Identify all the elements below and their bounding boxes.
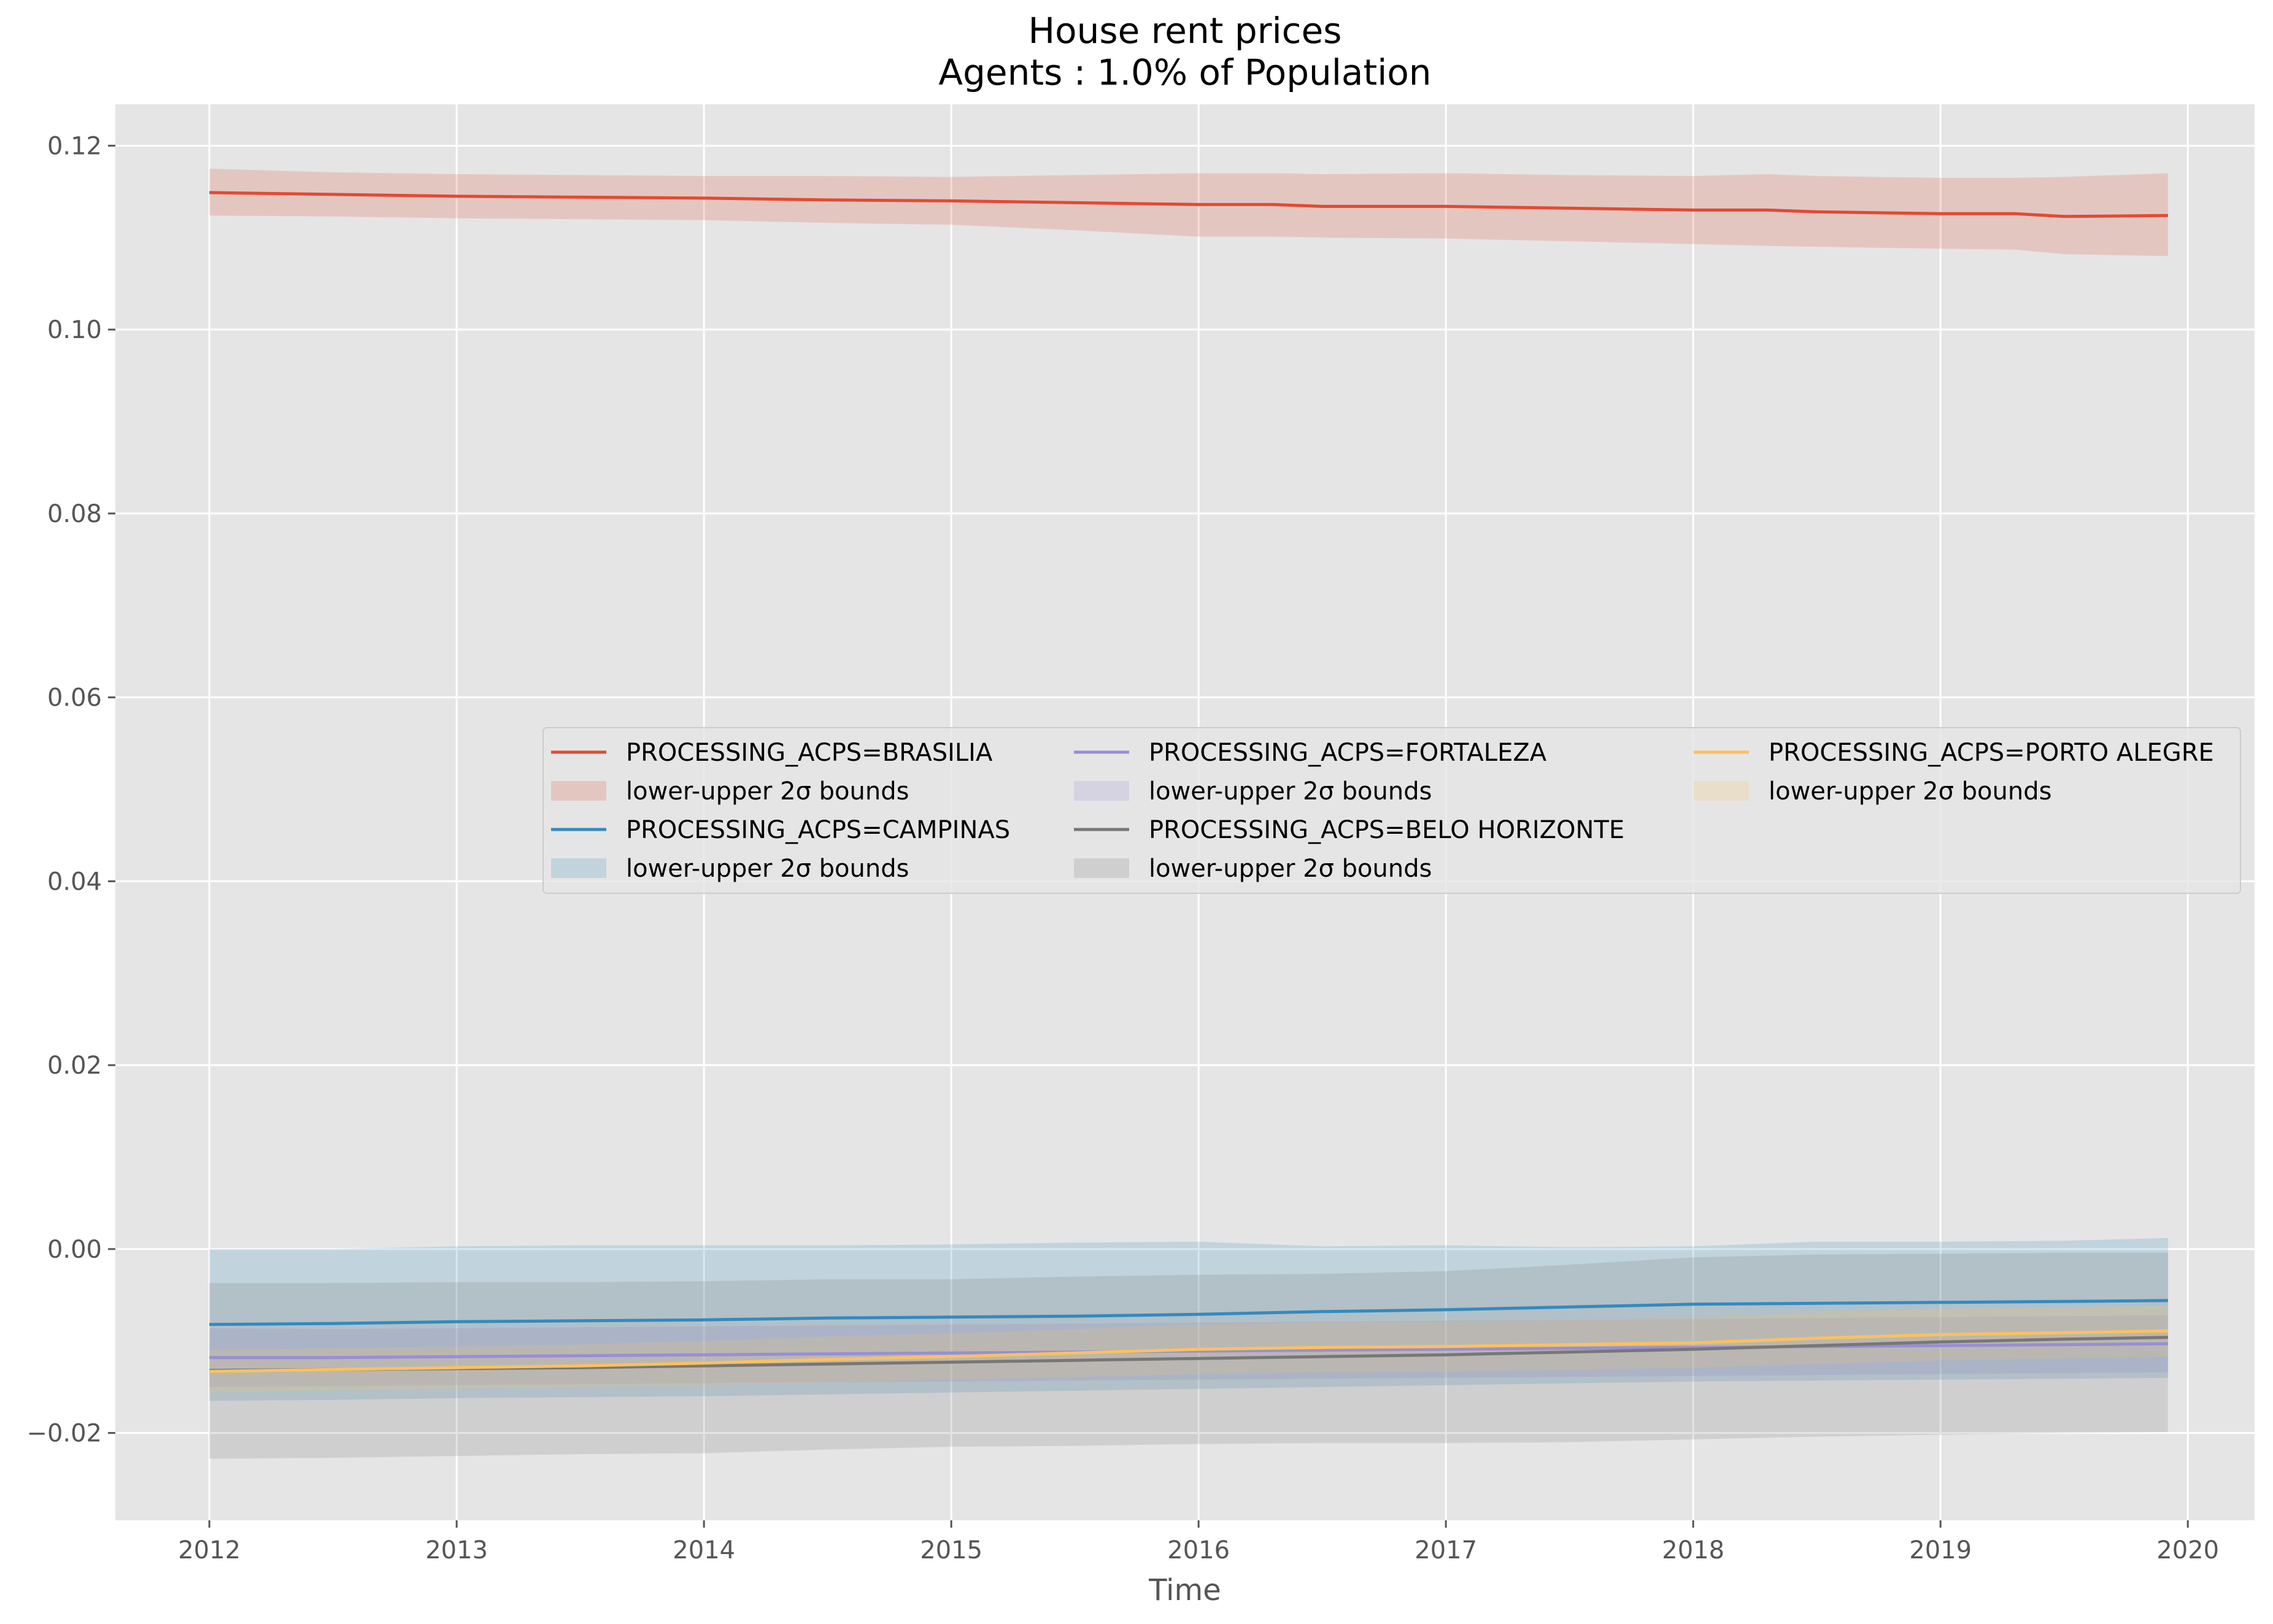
y-tick-label: 0.00: [47, 1236, 102, 1264]
x-tick-label: 2016: [1167, 1536, 1230, 1564]
x-tick-label: 2013: [425, 1536, 488, 1564]
legend-label: PROCESSING_ACPS=BELO HORIZONTE: [1149, 816, 1624, 844]
y-tick-label: 0.06: [47, 684, 102, 712]
x-tick-label: 2017: [1414, 1536, 1477, 1564]
series-line: [209, 1299, 2168, 1326]
legend-label: lower-upper 2σ bounds: [1149, 777, 1432, 806]
x-tick-label: 2019: [1909, 1536, 1972, 1564]
chart-title: House rent prices: [1028, 10, 1342, 52]
legend-label: PROCESSING_ACPS=FORTALEZA: [1149, 739, 1547, 767]
series-lines: [209, 191, 2168, 1373]
y-tick-label: −0.02: [26, 1420, 102, 1448]
legend-label: PROCESSING_ACPS=PORTO ALEGRE: [1769, 739, 2214, 767]
axis-ticks: 2012 2013 2014 2015 2016 2017 2018 2019 2020 −0.0…: [26, 132, 2219, 1564]
chart-subtitle: Agents : 1.0% of Population: [938, 52, 1431, 93]
series-line: [209, 1329, 2168, 1373]
series-line: [209, 191, 2168, 218]
legend: PROCESSING_ACPS=BRASILIA lower-upper 2σ b…: [542, 727, 2241, 894]
y-tick-label: 0.04: [47, 868, 102, 896]
y-tick-label: 0.12: [47, 132, 102, 160]
x-tick-label: 2012: [178, 1536, 241, 1564]
x-tick-label: 2014: [673, 1536, 735, 1564]
series-line: [209, 1342, 2168, 1360]
legend-band-swatch: [1074, 781, 1129, 801]
series-band: [209, 1237, 2168, 1401]
legend-band-swatch: [1074, 858, 1129, 878]
legend-label: lower-upper 2σ bounds: [626, 855, 909, 883]
x-tick-label: 2018: [1662, 1536, 1724, 1564]
legend-label: lower-upper 2σ bounds: [1149, 855, 1432, 883]
legend-band-swatch: [551, 858, 606, 878]
legend-band-swatch: [551, 781, 606, 801]
x-tick-label: 2015: [920, 1536, 982, 1564]
x-axis-label: Time: [1148, 1573, 1221, 1607]
legend-band-swatch: [1694, 781, 1749, 801]
y-tick-label: 0.02: [47, 1052, 102, 1080]
x-tick-label: 2020: [2156, 1536, 2219, 1564]
legend-label: lower-upper 2σ bounds: [626, 777, 909, 806]
legend-label: PROCESSING_ACPS=BRASILIA: [626, 739, 993, 767]
legend-label: lower-upper 2σ bounds: [1769, 777, 2051, 806]
series-band: [209, 168, 2168, 256]
legend-frame: [542, 727, 2241, 894]
y-tick-label: 0.10: [47, 316, 102, 344]
y-tick-label: 0.08: [47, 500, 102, 528]
legend-label: PROCESSING_ACPS=CAMPINAS: [626, 816, 1010, 844]
